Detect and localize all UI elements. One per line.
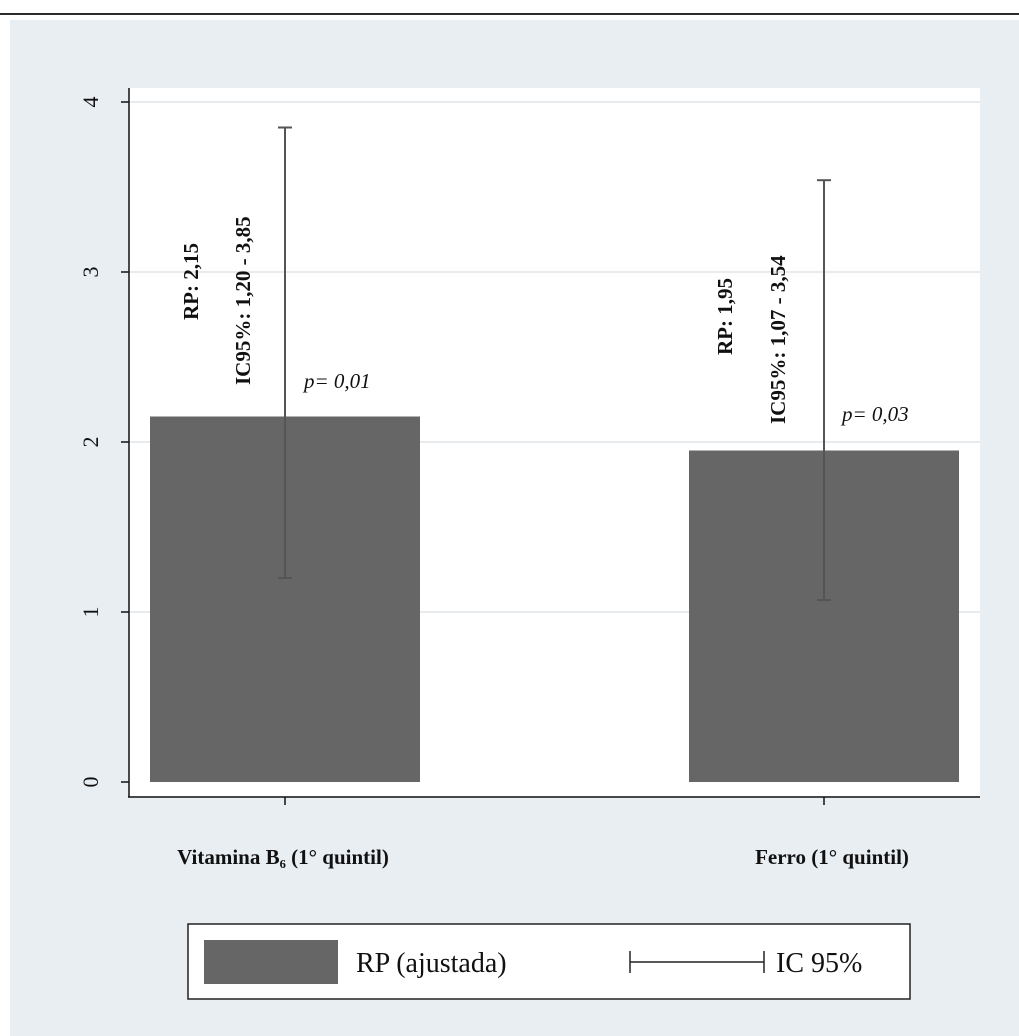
legend: RP (ajustada) IC 95% [187,923,911,1000]
annotation-ci-1: IC95%: 1,07 - 3,54 [766,255,790,424]
legend-label-rp: RP (ajustada) [356,948,507,979]
x-tick-label-1: Ferro (1° quintil) [755,845,909,869]
confidence-intervals [278,126,831,602]
y-tick-label-1: 1 [78,607,103,618]
x-ticks: Vitamina B₆ (1° quintil) Ferro (1° quinti… [177,797,909,869]
y-tick-label-0: 0 [78,777,103,788]
annotation-rp-1: RP: 1,95 [713,278,737,355]
annotations: RP: 2,15 IC95%: 1,20 - 3,85 p= 0,01 RP: 1,9… [179,216,909,426]
y-ticks: 0 1 2 3 4 [78,97,129,788]
y-tick-label-2: 2 [78,437,103,448]
x-tick-label-0: Vitamina B₆ (1° quintil) [177,845,389,869]
legend-label-ci: IC 95% [776,948,862,979]
annotation-rp-0: RP: 2,15 [179,243,203,320]
top-rule [0,13,1019,15]
bars [150,416,959,782]
annotation-pvalue-1: p= 0,03 [840,402,909,426]
legend-swatch-bar [204,940,338,984]
annotation-pvalue-0: p= 0,01 [302,369,371,393]
legend-swatch-ci [629,951,765,973]
y-tick-label-4: 4 [78,97,103,108]
annotation-ci-0: IC95%: 1,20 - 3,85 [231,216,255,385]
y-tick-label-3: 3 [78,267,103,278]
